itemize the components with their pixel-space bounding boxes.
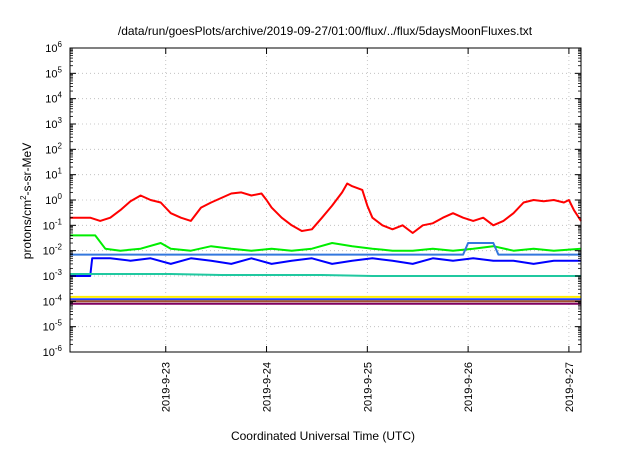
y-tick-label: 101 <box>45 167 62 182</box>
x-tick-label: 2019-9-24 <box>262 362 274 412</box>
y-axis-label-rest: -s-sr-MeV <box>20 143 34 196</box>
x-axis-ticks: 2019-9-23 2019-9-24 2019-9-25 2019-9-26 2019… <box>161 48 576 412</box>
y-tick-label: 104 <box>45 91 62 106</box>
y-tick-label: 10-3 <box>43 268 63 283</box>
y-axis-label: protons/cm2-s-sr-MeV <box>19 143 34 259</box>
x-tick-label: 2019-9-26 <box>463 362 475 412</box>
series-line-3 <box>70 257 581 277</box>
x-axis-label: Coordinated Universal Time (UTC) <box>231 429 415 443</box>
series-line-1 <box>70 182 582 234</box>
y-axis-ticks: 10-6 10-5 10-4 10-3 10-2 10-1 100 101 102 103 104 1… <box>43 40 581 359</box>
y-tick-label: 100 <box>45 192 62 207</box>
series-line-5 <box>70 273 581 277</box>
y-tick-label: 10-2 <box>43 243 63 258</box>
y-tick-label: 106 <box>45 40 62 55</box>
x-tick-label: 2019-9-23 <box>161 362 173 412</box>
y-tick-label: 10-6 <box>43 344 63 359</box>
chart-title: /data/run/goesPlots/archive/2019-09-27/0… <box>118 24 533 38</box>
y-axis-label-base: protons/cm <box>20 200 34 259</box>
series-line-4 <box>70 242 581 256</box>
y-axis-label-sup: 2 <box>19 195 28 200</box>
y-tick-label: 102 <box>45 141 62 156</box>
x-tick-label: 2019-9-27 <box>564 362 576 412</box>
y-tick-label: 105 <box>45 65 62 80</box>
series-line-2 <box>70 234 582 252</box>
x-tick-label: 2019-9-25 <box>362 362 374 412</box>
series-lines <box>70 182 582 305</box>
y-tick-label: 10-5 <box>43 319 63 334</box>
y-tick-label: 10-1 <box>43 217 63 232</box>
grid-lines <box>70 48 581 352</box>
y-tick-label: 10-4 <box>43 293 63 308</box>
y-tick-label: 103 <box>45 116 62 131</box>
